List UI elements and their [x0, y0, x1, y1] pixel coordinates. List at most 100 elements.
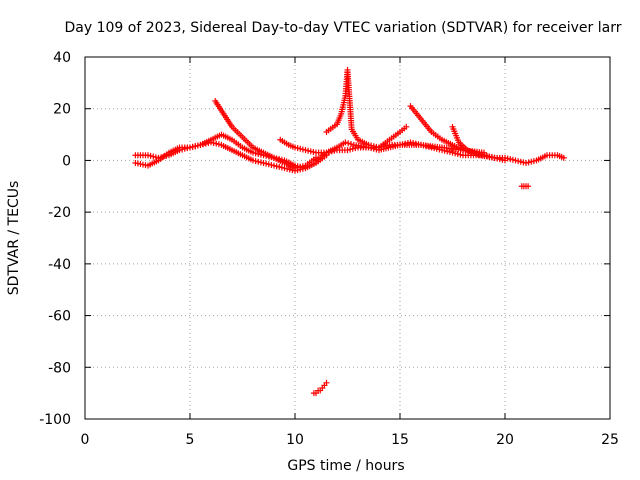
data-point-interp	[368, 145, 375, 152]
data-point-interp	[286, 166, 293, 173]
x-tick-label: 5	[186, 432, 195, 448]
data-point-interp	[507, 156, 514, 163]
data-point-interp	[530, 158, 537, 165]
data-point-interp	[273, 163, 280, 170]
data-point	[449, 149, 456, 156]
data-point-interp	[446, 149, 453, 156]
data-point-interp	[205, 139, 212, 146]
data-point-interp	[255, 158, 262, 165]
data-point-interp	[517, 158, 524, 165]
y-tick-label: -80	[48, 360, 71, 376]
x-tick-label: 15	[391, 432, 409, 448]
data-point	[302, 147, 309, 154]
data-point-interp	[202, 140, 209, 147]
data-point-interp	[255, 150, 262, 157]
chart-title: Day 109 of 2023, Sidereal Day-to-day VTE…	[65, 20, 622, 36]
data-point	[525, 183, 532, 190]
series-track-h	[449, 123, 498, 161]
y-tick-label: 0	[62, 153, 71, 169]
data-point-interp	[520, 159, 527, 166]
data-point-interp	[307, 148, 314, 155]
data-point-interp	[352, 145, 359, 152]
data-point-interp	[345, 140, 352, 147]
data-point-interp	[370, 145, 377, 152]
data-point-interp	[509, 156, 516, 163]
data-point-interp	[276, 163, 283, 170]
data-point-interp	[452, 150, 459, 157]
data-point-interp	[192, 143, 199, 150]
data-point-interp	[200, 141, 207, 148]
data-point	[323, 379, 330, 386]
data-point	[342, 139, 349, 146]
data-point	[292, 162, 298, 169]
data-point-interp	[147, 152, 154, 159]
y-tick-label: -20	[48, 205, 71, 221]
data-point-interp	[305, 147, 312, 154]
data-point	[250, 157, 256, 164]
data-point	[512, 157, 519, 164]
data-point	[250, 149, 256, 156]
data-point-interp	[213, 140, 220, 147]
data-point-interp	[289, 167, 296, 174]
data-point-interp	[160, 153, 167, 160]
data-point-interp	[515, 158, 522, 165]
data-point-interp	[310, 149, 317, 156]
data-point	[260, 160, 267, 167]
data-point	[271, 162, 277, 169]
data-point-interp	[252, 158, 259, 165]
x-axis-label: GPS time / hours	[287, 458, 404, 474]
data-point-interp	[349, 145, 356, 152]
data-point-interp	[525, 159, 532, 166]
data-point-interp	[348, 141, 354, 148]
data-point-interp	[528, 158, 535, 165]
x-tick-label: 20	[496, 432, 514, 448]
data-point-interp	[215, 141, 222, 148]
grid-lines	[85, 57, 610, 419]
data-point-interp	[189, 143, 196, 150]
data-point	[197, 141, 204, 148]
data-point-interp	[268, 161, 275, 168]
data-point	[365, 144, 372, 151]
data-point	[208, 139, 214, 146]
data-point	[403, 123, 410, 130]
data-point-interp	[299, 146, 306, 153]
data-point-interp	[297, 163, 304, 170]
data-point-interp	[150, 153, 157, 160]
data-point	[145, 152, 151, 159]
x-tick-label: 25	[601, 432, 619, 448]
series-track-j	[310, 379, 330, 397]
data-point	[560, 154, 567, 161]
data-point-interp	[278, 156, 285, 163]
data-point	[292, 144, 298, 151]
data-point-interp	[496, 156, 503, 163]
series-track-b	[132, 139, 309, 174]
data-point-interp	[294, 163, 301, 170]
data-point-interp	[294, 145, 301, 152]
x-tick-label: 10	[286, 432, 304, 448]
data-point-interp	[194, 142, 201, 149]
axis-ticks: 0 5 10 15 20 25 -100 -80 -60 -40 -20 0 20 40	[39, 50, 619, 448]
plot-frame	[84, 56, 611, 420]
data-point-interp	[263, 160, 270, 167]
data-point	[502, 157, 508, 164]
data-point	[271, 154, 277, 161]
data-point-interp	[210, 139, 217, 146]
series-track-i	[518, 183, 532, 190]
series-track-e	[323, 66, 410, 151]
data-point	[491, 154, 498, 161]
data-point-interp	[347, 146, 354, 153]
data-point-interp	[278, 164, 285, 171]
data-marks	[132, 66, 567, 397]
data-point	[523, 160, 529, 167]
data-point-interp	[257, 159, 264, 166]
y-tick-label: -40	[48, 257, 71, 273]
data-point	[281, 165, 288, 172]
data-point	[344, 147, 351, 154]
data-point-interp	[494, 155, 501, 162]
data-point-interp	[297, 145, 304, 152]
data-point-interp	[284, 165, 291, 172]
data-point	[187, 144, 193, 151]
x-tick-label: 0	[81, 432, 90, 448]
data-point-interp	[276, 156, 283, 163]
